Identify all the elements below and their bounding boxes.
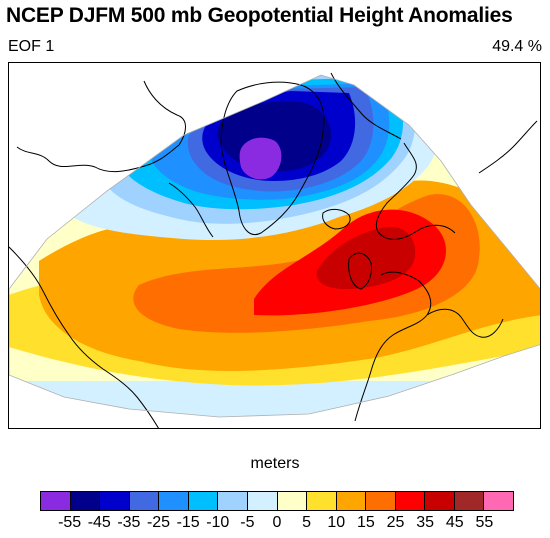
colorbar-box [395,492,426,510]
colorbar-tick-label: -15 [176,514,200,531]
colorbar-ticks: -55 -45 -35 -25 -15 -10 -5 0 5 10 15 25 35 45 55 [40,514,514,534]
colorbar-box [484,492,513,510]
colorbar-tick-label: -5 [240,514,255,531]
colorbar-box [336,492,367,510]
colorbar-tick-label: 5 [302,514,312,531]
colorbar-box [100,492,130,510]
colorbar-box [307,492,337,510]
coast-arctic-russia [330,72,402,140]
coast-north-america-east [9,246,104,370]
coast-north-america-arctic [16,80,186,173]
fill-plus45 [316,226,416,290]
coast-iceland [322,208,351,230]
colorbar-tick-label: 45 [445,514,464,531]
colorbar-box [425,492,455,510]
colorbar-box [454,492,485,510]
colorbar-box [188,492,219,510]
colorbar-tick-label: 15 [356,514,375,531]
colorbar-tick-label: -25 [146,514,171,531]
colorbar-box [129,492,160,510]
coast-greenland [220,81,325,235]
colorbar-tick-label: 25 [386,514,405,531]
coast-scandinavia [375,142,456,240]
anomaly-field [9,75,540,417]
colorbar-box [277,492,308,510]
eof-label: EOF 1 [8,38,55,55]
coast-labrador [168,182,214,238]
coast-gulf [102,368,159,428]
colorbar [40,491,514,511]
colorbar-box [247,492,278,510]
units-label: meters [250,455,300,472]
domain-outline [9,74,540,418]
coast-british-isles [348,252,372,290]
fill-southern-negative [9,381,540,417]
coast-siberia [478,120,538,174]
colorbar-tick-label: 10 [327,514,346,531]
coast-europe-africa [354,271,432,422]
anomaly-map [9,72,540,428]
colorbar-box [70,492,101,510]
colorbar-tick-label: -55 [58,514,82,531]
fill-minus-max [239,137,282,180]
colorbar-tick-label: 55 [475,514,494,531]
colorbar-box [159,492,189,510]
colorbar-box [218,492,248,510]
colorbar-box [366,492,396,510]
figure-title: NCEP DJFM 500 mb Geopotential Height Ano… [6,4,513,27]
coast-mediterranean [426,308,504,338]
colorbar-tick-label: 0 [272,514,282,531]
colorbar-tick-label: 35 [416,514,435,531]
variance-percent: 49.4 % [492,38,542,55]
map-panel [8,62,541,429]
colorbar-box [41,492,71,510]
colorbar-tick-label: -45 [87,514,111,531]
colorbar-tick-label: -10 [206,514,230,531]
coastlines [9,72,538,428]
colorbar-tick-label: -35 [117,514,141,531]
